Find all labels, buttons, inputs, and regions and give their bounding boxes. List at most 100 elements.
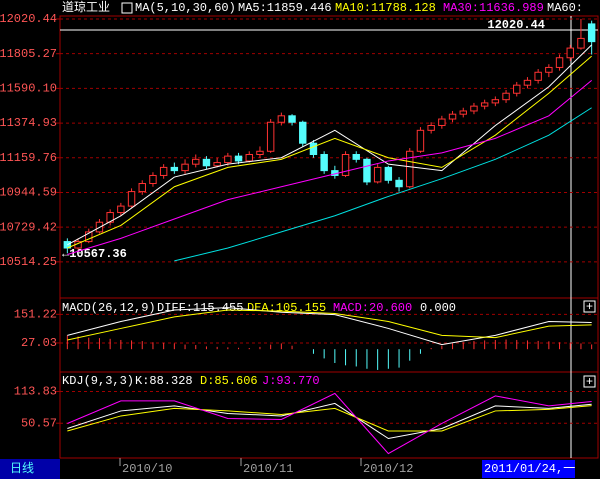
candle-body — [373, 166, 382, 183]
candle-body — [480, 102, 489, 107]
candle-body — [406, 150, 414, 188]
candle-body — [170, 166, 179, 172]
candle-body — [438, 118, 446, 126]
candle-body — [202, 158, 211, 167]
candle-body — [277, 115, 286, 123]
candle-body — [545, 66, 553, 73]
candle-body — [427, 124, 435, 131]
candle-body — [138, 183, 146, 193]
candle-body — [577, 37, 585, 49]
indicator-line — [67, 44, 592, 246]
indicator-line — [67, 307, 592, 346]
indicator-line — [67, 392, 592, 455]
candle-body — [395, 179, 403, 188]
readout: D:85.606 — [200, 374, 258, 388]
frame — [59, 15, 599, 459]
readout: DEA:105.155 — [247, 301, 326, 315]
candle-body — [566, 47, 574, 59]
candle-body — [117, 205, 125, 214]
indicator-line — [67, 79, 592, 255]
y-tick-label: 11374.93 — [0, 116, 57, 130]
expand-button[interactable] — [583, 300, 596, 313]
candle-body — [491, 99, 500, 104]
candle-body — [245, 154, 253, 162]
readout: MA10:11788.128 — [335, 1, 436, 15]
y-tick-label: 151.22 — [14, 307, 57, 321]
candle-body — [534, 71, 542, 81]
candle-body — [224, 155, 232, 164]
readout: MA5:11859.446 — [238, 1, 332, 15]
indicator-line — [67, 402, 592, 440]
y-tick-label: 10944.59 — [0, 186, 57, 200]
y-tick-label: 10514.25 — [0, 255, 57, 269]
cursor-date-box — [482, 460, 575, 478]
date-label: 2010/10 — [122, 462, 172, 476]
instrument-name: 道琼工业 — [62, 0, 110, 15]
panel-title: MA(5,10,30,60) — [135, 1, 236, 15]
plot-border — [59, 15, 599, 459]
expand-icon: + — [586, 300, 593, 314]
candle-body — [416, 129, 425, 152]
date-label: 2010/12 — [363, 462, 413, 476]
candle-body — [384, 166, 393, 181]
candle-body — [587, 23, 596, 43]
readout: K:88.328 — [135, 374, 193, 388]
candle-body — [513, 84, 521, 94]
candle-body — [555, 57, 564, 68]
y-tick-label: 12020.44 — [0, 12, 57, 26]
candle-body — [192, 158, 200, 165]
candle-body — [106, 212, 114, 223]
candle-body — [352, 154, 360, 160]
readout: DIFF:115.455 — [157, 301, 243, 315]
candle-body — [309, 142, 318, 156]
candle-body — [470, 105, 478, 112]
readout: MA60: — [547, 1, 583, 15]
candle-body — [299, 121, 307, 144]
date-label: 2010/11 — [243, 462, 293, 476]
y-tick-label: 113.83 — [14, 385, 57, 399]
y-tick-label: 27.03 — [21, 336, 57, 350]
readout: MA30:11636.989 — [443, 1, 544, 15]
indicator-line — [67, 405, 592, 432]
candle-body — [288, 115, 296, 123]
indicator-line — [174, 107, 592, 262]
y-tick-label: 10729.42 — [0, 220, 57, 234]
period-label: 日线 — [10, 461, 34, 476]
candle-body — [256, 150, 264, 156]
candle-body — [363, 158, 371, 183]
y-tick-label: 11805.27 — [0, 47, 57, 61]
candle-body — [341, 154, 350, 176]
readout: 0.000 — [420, 301, 456, 315]
candle-body — [320, 154, 328, 172]
y-tick-label: 50.57 — [21, 416, 57, 430]
y-tick-label: 11590.10 — [0, 82, 57, 96]
candle-body — [181, 163, 189, 172]
panel-title: MACD(26,12,9) — [62, 301, 156, 315]
candle-body — [159, 166, 168, 176]
candle-body — [523, 79, 532, 86]
indicator-line — [67, 55, 592, 249]
cursor-date: 2011/01/24,一 — [484, 462, 575, 476]
candle-body — [502, 92, 510, 101]
period-tab[interactable] — [0, 459, 60, 479]
candle-body — [448, 113, 457, 120]
indicator-line — [67, 309, 592, 341]
candle-body — [459, 110, 467, 115]
ma-icon — [121, 2, 133, 14]
expand-button[interactable] — [583, 375, 596, 388]
candle-body — [266, 121, 275, 152]
low-annotation: ←10567.36 — [62, 247, 127, 261]
candle-body — [85, 231, 93, 243]
y-tick-label: 11159.76 — [0, 151, 57, 165]
readout: MACD:20.600 — [333, 301, 412, 315]
readout: J:93.770 — [262, 374, 320, 388]
expand-icon: + — [586, 375, 593, 389]
candle-body — [234, 155, 243, 162]
candle-body — [213, 162, 221, 167]
candle-body — [149, 174, 157, 185]
high-annotation: 12020.44 — [487, 18, 545, 32]
panel-title: KDJ(9,3,3) — [62, 374, 134, 388]
